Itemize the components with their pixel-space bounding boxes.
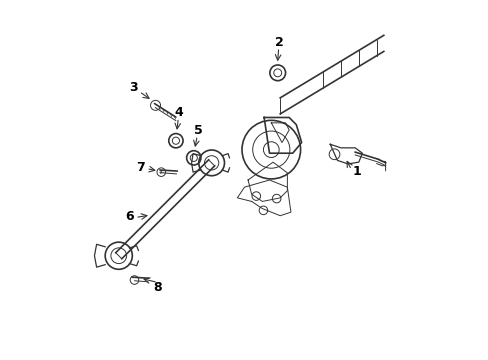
Text: 6: 6 (125, 210, 134, 223)
Text: 1: 1 (352, 165, 361, 177)
Text: 8: 8 (153, 282, 162, 294)
Text: 2: 2 (275, 36, 284, 49)
Text: 7: 7 (136, 161, 145, 174)
Text: 4: 4 (174, 106, 183, 120)
Text: 5: 5 (193, 124, 202, 137)
Text: 3: 3 (129, 81, 138, 94)
